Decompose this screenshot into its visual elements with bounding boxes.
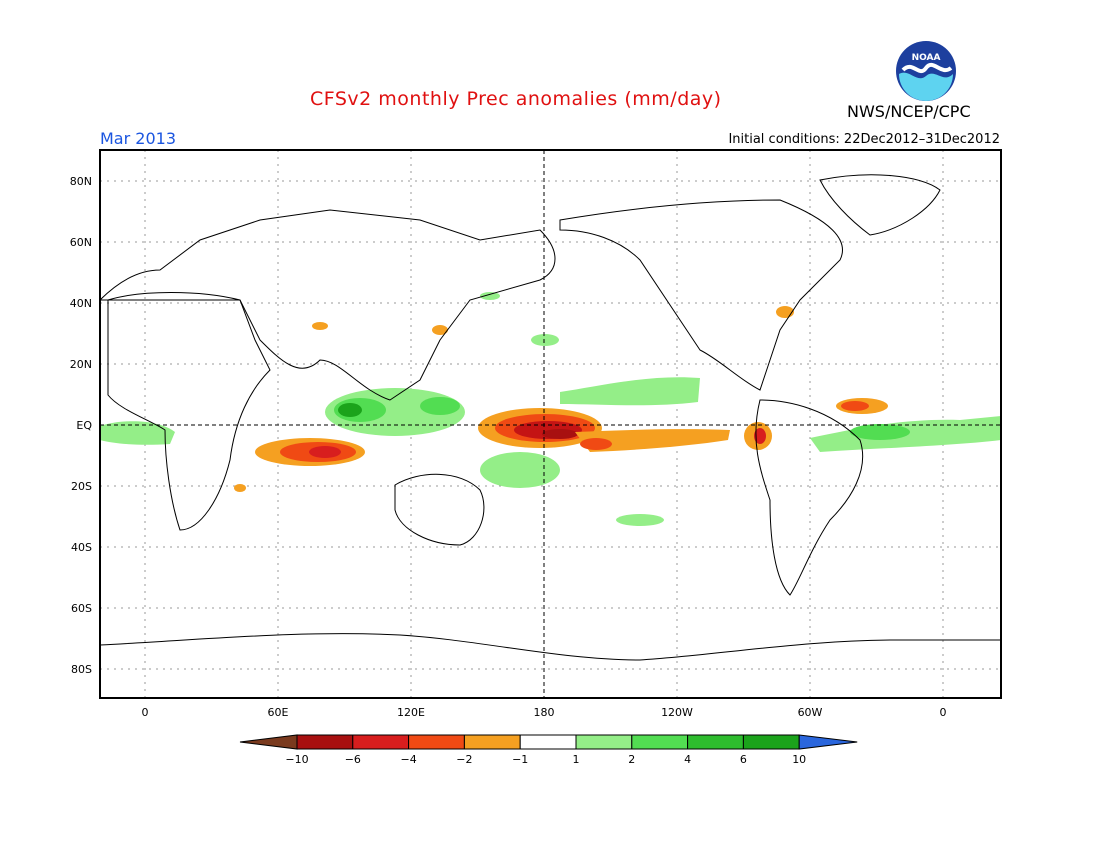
lon-label: 60E [268,706,289,719]
colorbar-label: 10 [792,753,806,766]
anomaly-npacific-band [560,377,700,406]
lat-label: 20N [70,358,92,371]
colorbar-label: 1 [573,753,580,766]
noaa-logo-gull [901,62,953,74]
anomaly-maritime-east [420,397,460,415]
lat-label: EQ [76,419,92,432]
colorbar-label: −1 [512,753,528,766]
colorbar-label: −10 [285,753,308,766]
greenland-coast [819,174,941,236]
colorbar-arrow-low [239,734,298,750]
lat-label: 80S [71,663,92,676]
colorbar-swatch [408,734,465,750]
agency-label: NWS/NCEP/CPC [847,102,971,121]
lon-labels: 0 60E 120E 180 120W 60W 0 [142,706,947,719]
anomaly-pacific-tail-red [580,438,612,450]
anomaly-npacific-small [531,334,559,346]
anomaly-atlantic-nw [776,306,794,318]
anomaly-indian-core [309,446,341,458]
colorbar-label: −6 [345,753,361,766]
colorbar-swatch [631,734,689,750]
colorbar-swatch [742,734,800,750]
colorbar-label: 6 [740,753,747,766]
anomaly-atlantic-red [841,401,869,411]
colorbar-swatch [352,734,410,750]
coastlines [100,174,1001,661]
anomaly-india [312,322,328,330]
lat-label: 80N [70,175,92,188]
lat-label: 40S [71,541,92,554]
lon-label: 120E [397,706,425,719]
lon-label: 120W [661,706,693,719]
lat-labels: 80N 60N 40N 20N EQ 20S 40S 60S 80S [70,175,93,676]
anomaly-pacific-tail [575,429,730,452]
colorbar: −10 −6 −4 −2 −1 1 2 4 6 10 [239,734,858,766]
lat-label: 60N [70,236,92,249]
valid-month: Mar 2013 [100,129,176,148]
colorbar-swatch [463,734,521,750]
anomaly-sw-pacific [480,452,560,488]
anomaly-madagascar [234,484,246,492]
initial-conditions: Initial conditions: 22Dec2012–31Dec2012 [728,132,1000,147]
anomaly-spacific-band [616,514,664,526]
colorbar-swatch [296,734,354,750]
anomaly-shading [100,292,1001,526]
north-america-coast [559,199,843,391]
lon-label: 0 [940,706,947,719]
lon-label: 0 [142,706,149,719]
colorbar-label: −4 [400,753,416,766]
noaa-logo-text: NOAA [912,53,941,63]
colorbar-label: −2 [456,753,472,766]
anomaly-kuroshio [480,292,500,300]
anomaly-maritime-dark [338,403,362,417]
map-frame [99,149,1002,699]
south-america-coast [755,399,864,596]
lon-label: 180 [534,706,555,719]
anomaly-peru-red [754,428,766,444]
colorbar-swatch [519,734,577,750]
anomaly-japan [432,325,448,335]
colorbar-label: 4 [684,753,691,766]
colorbar-arrow-high [798,734,858,750]
lon-label: 60W [798,706,823,719]
lat-label: 40N [70,297,92,310]
colorbar-swatch [575,734,633,750]
africa-coast [107,292,271,531]
europe-asia-coast [100,209,556,401]
lat-label: 20S [71,480,92,493]
anomaly-africa-band [100,421,175,445]
anomaly-atlantic-mid [850,424,910,440]
anomaly-pacific-core [542,429,578,439]
australia-coast [394,473,485,546]
noaa-logo: NOAA [896,41,956,101]
antarctica-coast [100,633,1001,661]
colorbar-swatch [687,734,744,750]
lat-label: 60S [71,602,92,615]
colorbar-label: 2 [628,753,635,766]
map-title: CFSv2 monthly Prec anomalies (mm/day) [310,88,722,110]
noaa-logo-wave [899,72,953,101]
